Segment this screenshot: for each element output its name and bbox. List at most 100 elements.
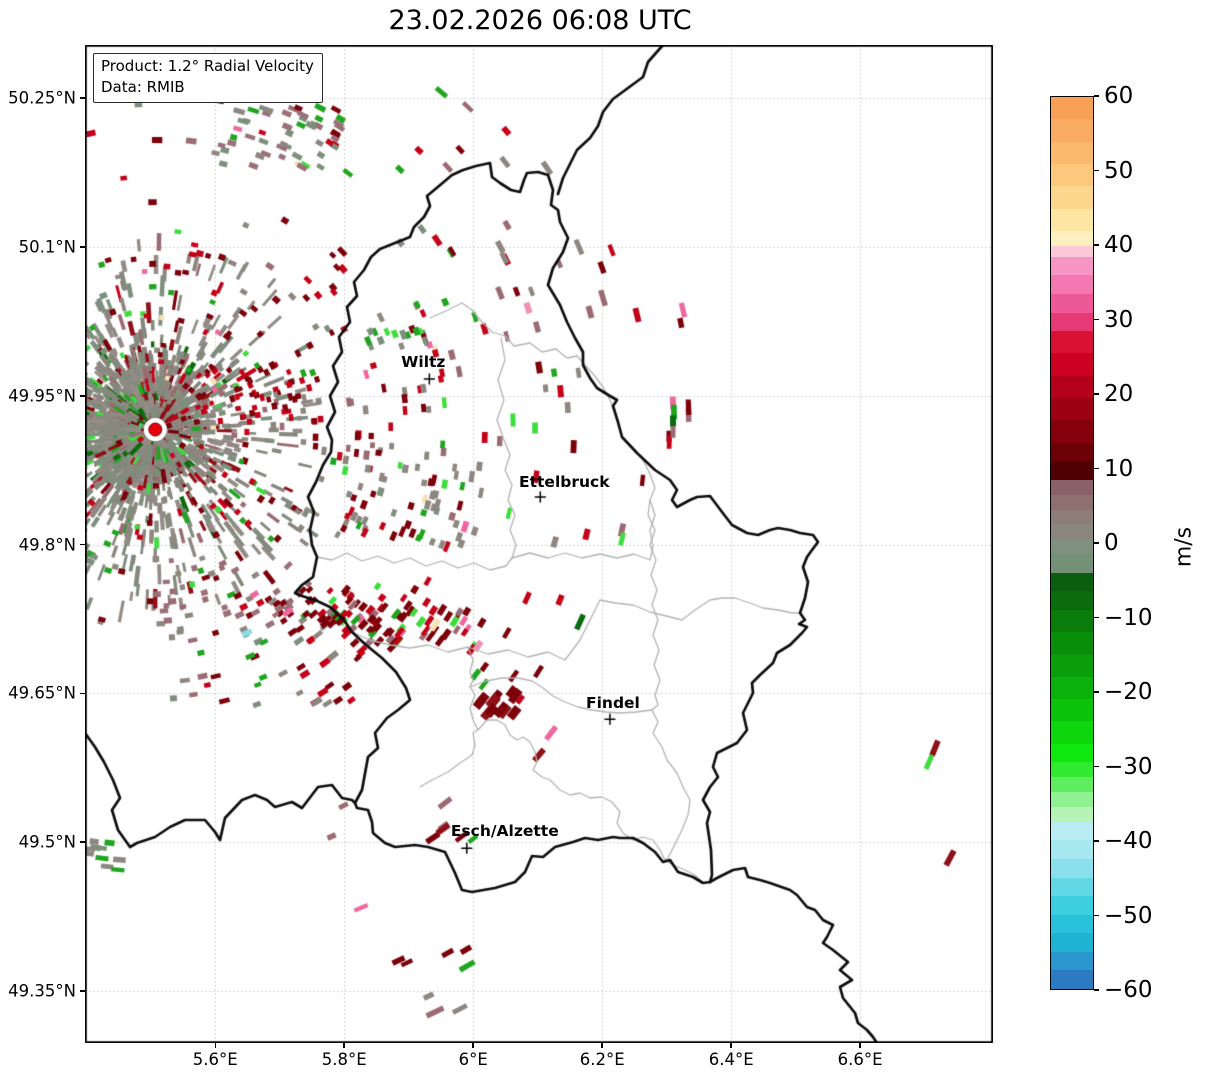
colorbar-band: [1051, 806, 1093, 823]
colorbar-band: [1051, 312, 1093, 332]
colorbar-band: [1051, 509, 1093, 525]
map-canvas: [85, 45, 993, 1043]
x-tick-mark: [859, 1043, 861, 1048]
colorbar-band: [1051, 119, 1093, 143]
colorbar-band: [1051, 398, 1093, 421]
colorbar-tick-mark: [1094, 318, 1099, 321]
colorbar-band: [1051, 676, 1093, 700]
y-tick-mark: [80, 395, 85, 397]
x-tick-mark: [730, 1043, 732, 1048]
x-tick-mark: [343, 1043, 345, 1048]
colorbar-gradient: [1051, 97, 1093, 989]
colorbar-tick-label: 0: [1104, 530, 1119, 556]
y-tick-mark: [80, 246, 85, 248]
colorbar-tick-mark: [1094, 542, 1099, 544]
y-tick-mark: [80, 543, 85, 546]
colorbar-band: [1051, 762, 1093, 778]
page-title: 23.02.2026 06:08 UTC: [388, 5, 692, 36]
colorbar-band: [1051, 721, 1093, 745]
y-tick-mark: [80, 97, 85, 99]
y-tick-label: 49.5°N: [18, 832, 76, 852]
y-tick-label: 49.8°N: [18, 535, 76, 555]
city-label-wiltz: Wiltz: [401, 352, 446, 371]
colorbar-band: [1051, 821, 1093, 841]
colorbar-tick-label: −50: [1104, 902, 1153, 929]
colorbar-band: [1051, 743, 1093, 763]
colorbar-band: [1051, 353, 1093, 377]
colorbar-tick-mark: [1094, 914, 1099, 917]
y-tick-mark: [80, 841, 85, 843]
colorbar-tick-mark: [1094, 393, 1099, 395]
colorbar-tick-mark: [1094, 95, 1099, 97]
y-tick-label: 49.95°N: [8, 386, 76, 406]
colorbar-band: [1051, 539, 1093, 555]
map-plot: Product: 1.2° Radial Velocity Data: RMIB…: [85, 45, 993, 1043]
colorbar-band: [1051, 97, 1093, 120]
colorbar-band: [1051, 524, 1093, 540]
colorbar-band: [1051, 777, 1093, 793]
colorbar-band: [1051, 461, 1093, 481]
colorbar-band: [1051, 331, 1093, 354]
colorbar-band: [1051, 494, 1093, 511]
product-label: Product: 1.2° Radial Velocity: [101, 57, 314, 75]
city-label-ettelbruck: Ettelbruck: [519, 472, 610, 491]
y-tick-mark: [80, 990, 85, 992]
colorbar-tick-label: 10: [1104, 455, 1134, 482]
colorbar-band: [1051, 933, 1093, 953]
y-tick-mark: [80, 692, 85, 695]
colorbar-band: [1051, 914, 1093, 934]
colorbar-band: [1051, 208, 1093, 232]
colorbar-tick-mark: [1094, 840, 1099, 842]
colorbar: [1050, 96, 1094, 990]
colorbar-band: [1051, 609, 1093, 633]
x-tick-label: 5.8°E: [321, 1050, 367, 1069]
colorbar-tick-label: 40: [1104, 232, 1134, 258]
colorbar-band: [1051, 479, 1093, 496]
y-tick-label: 49.35°N: [8, 981, 76, 1001]
colorbar-tick-label: −20: [1104, 679, 1153, 705]
data-source-label: Data: RMIB: [101, 78, 185, 96]
colorbar-band: [1051, 951, 1093, 971]
colorbar-band: [1051, 792, 1093, 808]
colorbar-tick-mark: [1094, 989, 1099, 991]
colorbar-tick-mark: [1094, 169, 1099, 172]
colorbar-band: [1051, 141, 1093, 165]
x-tick-label: 5.6°E: [192, 1050, 238, 1069]
colorbar-tick-label: 50: [1104, 157, 1134, 184]
colorbar-band: [1051, 572, 1093, 592]
colorbar-tick-mark: [1094, 467, 1099, 470]
colorbar-band: [1051, 632, 1093, 656]
colorbar-band: [1051, 840, 1093, 860]
x-tick-mark: [214, 1043, 217, 1048]
colorbar-tick-mark: [1094, 616, 1099, 619]
colorbar-tick-label: −10: [1104, 604, 1153, 631]
colorbar-band: [1051, 654, 1093, 678]
city-label-findel: Findel: [586, 694, 640, 713]
x-tick-label: 6.4°E: [708, 1050, 754, 1069]
colorbar-tick-label: −30: [1104, 753, 1153, 780]
x-tick-label: 6.2°E: [579, 1050, 625, 1069]
x-tick-mark: [601, 1043, 603, 1048]
colorbar-band: [1051, 699, 1093, 722]
colorbar-band: [1051, 230, 1093, 247]
y-tick-label: 49.65°N: [8, 683, 76, 703]
colorbar-band: [1051, 554, 1093, 574]
product-info-box: Product: 1.2° Radial Velocity Data: RMIB: [93, 53, 323, 103]
y-tick-label: 50.1°N: [18, 237, 76, 257]
x-tick-label: 6.6°E: [837, 1050, 883, 1069]
colorbar-band: [1051, 858, 1093, 879]
colorbar-tick-label: −40: [1104, 828, 1153, 854]
colorbar-band: [1051, 420, 1093, 444]
x-tick-mark: [472, 1043, 474, 1048]
colorbar-band: [1051, 896, 1093, 916]
colorbar-band: [1051, 256, 1093, 276]
x-tick-label: 6°E: [458, 1050, 488, 1069]
colorbar-tick-mark: [1094, 765, 1099, 768]
colorbar-band: [1051, 293, 1093, 314]
colorbar-band: [1051, 375, 1093, 399]
colorbar-unit-label: m/s: [1171, 526, 1197, 568]
colorbar-band: [1051, 245, 1093, 258]
colorbar-tick-label: 20: [1104, 381, 1134, 407]
colorbar-tick-mark: [1094, 691, 1099, 693]
